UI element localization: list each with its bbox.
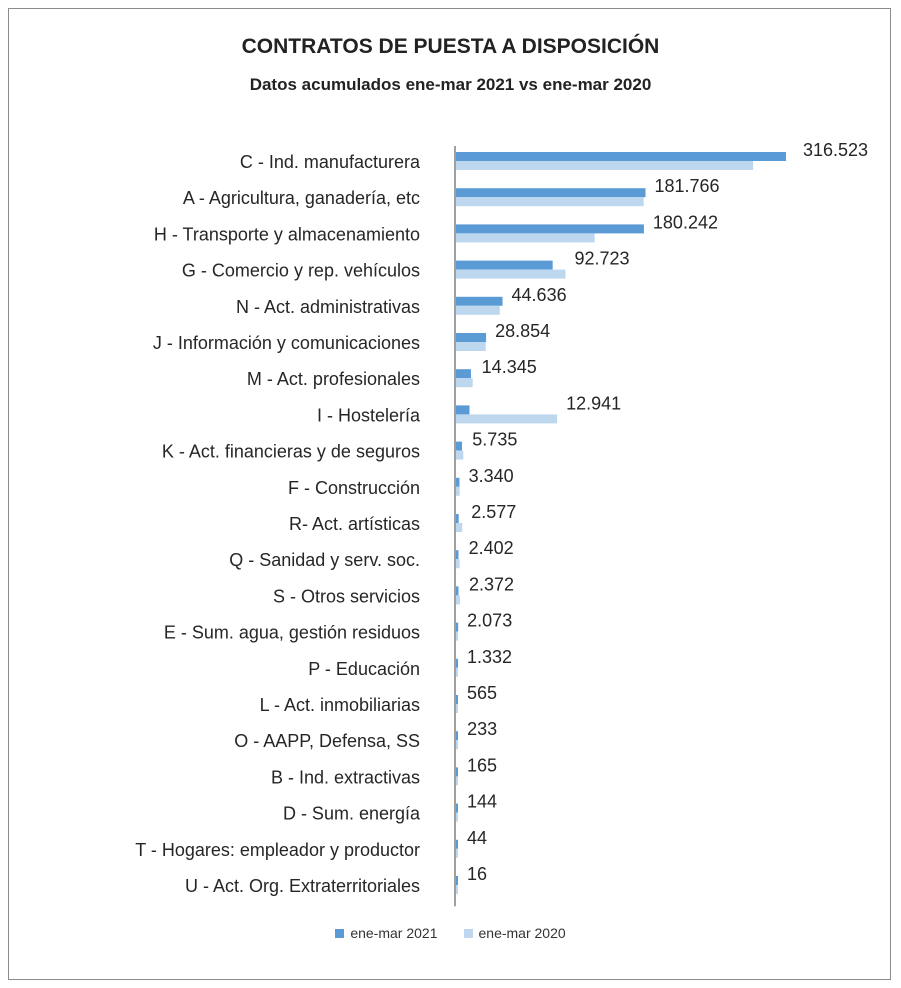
category-label: M - Act. profesionales [247,369,420,389]
bar-2020 [456,161,754,170]
bar-2021 [456,333,487,342]
bar-2021 [456,767,458,777]
bar-2021 [456,441,462,451]
data-label: 5.735 [472,430,517,450]
bar-2021 [456,514,459,523]
category-label: H - Transporte y almacenamiento [154,224,420,244]
bar-2021 [456,876,458,885]
bar-2020 [456,342,486,351]
data-label: 2.402 [469,538,514,558]
category-label: P - Educación [308,659,420,679]
bar-2020 [456,523,463,532]
bar-2021 [456,260,553,270]
bar-2020 [456,559,460,569]
bar-2021 [456,695,458,704]
category-label: L - Act. inmobiliarias [260,695,420,715]
bar-2021 [456,803,458,813]
category-label: U - Act. Org. Extraterritoriales [185,876,420,896]
category-label: J - Información y comunicaciones [153,333,420,353]
bar-2020 [456,269,566,279]
legend-item-2020: ene-mar 2020 [463,925,566,941]
data-label: 3.340 [469,466,514,486]
bar-2021 [456,224,644,234]
data-label: 16 [467,864,487,884]
data-label: 28.854 [495,321,550,341]
bar-2021 [456,839,458,849]
data-label: 180.242 [653,212,718,232]
category-label: G - Comercio y rep. vehículos [182,261,420,281]
bar-2021 [456,658,458,668]
bar-2020 [456,631,459,641]
bar-2020 [456,812,458,822]
category-label: R- Act. artísticas [289,514,420,534]
data-label: 165 [467,755,497,775]
bar-2021 [456,405,470,415]
bar-2020 [456,776,458,786]
bar-2020 [456,486,460,496]
bar-2020 [456,233,595,243]
bar-2020 [456,595,460,605]
data-label: 12.941 [566,393,621,413]
category-label: A - Agricultura, ganadería, etc [183,188,420,208]
data-label: 2.577 [471,502,516,522]
bar-2021 [456,550,459,560]
data-label: 233 [467,719,497,739]
data-label: 565 [467,683,497,703]
legend: ene-mar 2021 ene-mar 2020 [0,925,901,941]
legend-label-2021: ene-mar 2021 [350,925,438,941]
bar-2020 [456,450,464,460]
bar-2020 [456,197,644,207]
bar-2021 [456,731,458,741]
bar-2020 [456,305,500,315]
data-label: 2.073 [467,611,512,631]
category-label: K - Act. financieras y de seguros [162,442,420,462]
data-label: 44.636 [512,285,567,305]
bar-2020 [456,704,458,713]
category-label: F - Construcción [288,478,420,498]
bar-2021 [456,188,646,198]
bar-2020 [456,885,458,894]
legend-label-2020: ene-mar 2020 [478,925,566,941]
category-label: B - Ind. extractivas [271,767,420,787]
bar-2021 [456,622,459,632]
data-label: 316.523 [803,140,868,160]
chart-subtitle: Datos acumulados ene-mar 2021 vs ene-mar… [249,75,652,94]
bar-2021 [456,369,471,379]
category-label: S - Otros servicios [273,586,420,606]
category-label: Q - Sanidad y serv. soc. [229,550,420,570]
category-label: T - Hogares: empleador y productor [135,840,420,860]
data-label: 2.372 [469,574,514,594]
category-label: D - Sum. energía [283,804,421,824]
data-label: 144 [467,792,497,812]
chart-title: CONTRATOS DE PUESTA A DISPOSICIÓN [241,35,660,58]
data-label: 44 [467,828,487,848]
bar-2021 [456,477,460,487]
category-label: C - Ind. manufacturera [240,152,421,172]
legend-swatch-2021 [335,928,345,938]
category-label: N - Act. administrativas [236,297,420,317]
bar-2021 [456,586,459,596]
data-label: 14.345 [482,357,537,377]
category-label: O - AAPP, Defensa, SS [234,731,420,751]
bar-2020 [456,414,558,424]
data-label: 181.766 [655,176,720,196]
legend-swatch-2020 [463,928,473,938]
category-label: I - Hostelería [317,405,421,425]
legend-item-2021: ene-mar 2021 [335,925,438,941]
bar-2021 [456,152,786,161]
data-label: 1.332 [467,647,512,667]
data-label: 92.723 [574,249,629,269]
bar-2021 [456,296,503,306]
bar-2020 [456,848,458,858]
bar-2020 [456,378,473,388]
bar-2020 [456,667,458,677]
bar-2020 [456,740,459,750]
category-label: E - Sum. agua, gestión residuos [164,623,420,643]
